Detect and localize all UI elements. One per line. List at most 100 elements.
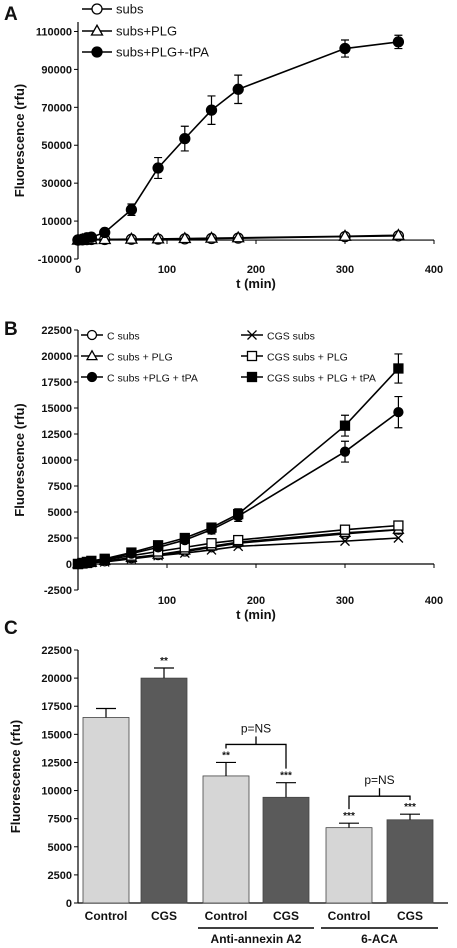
- y-tick-label: 20000: [41, 351, 72, 363]
- legend-label: subs+PLG: [116, 24, 177, 39]
- legend-label: subs: [116, 2, 144, 17]
- series-3: [71, 523, 405, 569]
- y-tick-label: 0: [66, 559, 72, 571]
- data-point: [179, 532, 190, 544]
- legend-marker: [91, 3, 103, 15]
- y-tick-label: 7500: [48, 814, 72, 826]
- legend-label: CGS subs + PLG + tPA: [267, 373, 376, 385]
- legend-label: C subs +PLG + tPA: [107, 373, 198, 385]
- legend-entry: subs: [82, 2, 144, 17]
- y-tick-label: 70000: [41, 102, 72, 114]
- significance-label: ***: [343, 811, 355, 822]
- bar: [386, 819, 434, 904]
- data-point: [124, 232, 139, 244]
- legend-marker: [85, 349, 99, 361]
- category-label: Control: [85, 909, 128, 923]
- comparison-bracket: [348, 795, 411, 810]
- legend-label: subs+PLG+-tPA: [116, 45, 209, 60]
- series-4: [72, 520, 404, 570]
- significance-label: ***: [280, 771, 292, 782]
- y-tick-label: 12500: [41, 757, 72, 769]
- legend-marker: [90, 23, 104, 36]
- x-tick-label: 0: [75, 264, 81, 276]
- y-tick-label: 10000: [41, 216, 72, 228]
- data-point: [339, 420, 351, 431]
- error-bar: [339, 822, 359, 828]
- category-label: CGS: [397, 909, 423, 923]
- comparison-bracket: [225, 743, 287, 769]
- data-point: [339, 42, 351, 55]
- x-tick-label: 200: [247, 264, 265, 276]
- legend-entry: CGS subs + PLG: [241, 350, 348, 364]
- y-tick-label: 20000: [41, 673, 72, 685]
- y-axis-label: Fluorescence (rfu): [12, 403, 27, 516]
- legend-marker: [246, 371, 258, 383]
- y-tick-label: 12500: [41, 429, 72, 441]
- bar: [325, 827, 373, 904]
- error-bar: [400, 813, 420, 820]
- y-tick-label: 2500: [48, 533, 72, 545]
- series-6: [72, 353, 404, 570]
- panel-c-letter: C: [4, 618, 18, 639]
- data-point: [392, 36, 405, 48]
- data-point: [178, 231, 192, 244]
- legend-entry: CGS subs + PLG + tPA: [241, 371, 376, 385]
- data-point: [338, 229, 352, 241]
- data-point: [339, 446, 351, 457]
- legend-marker: [91, 46, 103, 58]
- data-point: [340, 536, 350, 547]
- data-point: [393, 407, 404, 418]
- x-tick-label: 100: [158, 264, 176, 276]
- legend-entry: subs+PLG+-tPA: [82, 45, 209, 60]
- data-point: [152, 540, 164, 551]
- legend-label: C subs: [107, 331, 140, 343]
- data-point: [98, 232, 112, 245]
- x-axis-label: t (min): [236, 276, 276, 291]
- legend-entry: C subs + PLG: [81, 349, 173, 364]
- bar: [140, 677, 188, 904]
- bar: [82, 717, 130, 904]
- legend-label: C subs + PLG: [107, 352, 173, 364]
- error-bar: [154, 667, 174, 679]
- data-point: [125, 204, 138, 216]
- data-point: [391, 228, 406, 240]
- y-tick-label: 15000: [41, 729, 72, 741]
- data-point: [99, 226, 111, 239]
- data-point: [393, 533, 404, 543]
- data-point: [151, 231, 165, 244]
- legend-marker: [86, 371, 98, 383]
- error-bar: [276, 782, 296, 798]
- y-tick-label: -10000: [38, 254, 72, 266]
- data-point: [179, 132, 191, 145]
- y-tick-label: 50000: [41, 140, 72, 152]
- comparison-label: p=NS: [241, 721, 271, 735]
- category-label: CGS: [273, 909, 299, 923]
- data-point: [339, 524, 351, 535]
- data-point: [206, 522, 217, 533]
- y-tick-label: 2500: [48, 870, 72, 882]
- x-tick-label: 400: [425, 264, 443, 276]
- y-tick-label: 22500: [41, 645, 72, 657]
- series-2: [71, 228, 406, 245]
- significance-label: **: [222, 750, 230, 761]
- y-tick-label: 17500: [41, 377, 72, 389]
- series-line: [77, 367, 399, 565]
- y-tick-label: -2500: [44, 585, 72, 597]
- y-tick-label: 10000: [41, 455, 72, 467]
- x-tick-label: 200: [247, 595, 265, 607]
- data-point: [232, 83, 244, 95]
- x-tick-label: 100: [158, 595, 176, 607]
- significance-label: ***: [404, 802, 416, 813]
- x-tick-label: 300: [336, 595, 354, 607]
- y-tick-label: 5000: [48, 507, 72, 519]
- y-tick-label: 0: [66, 898, 72, 910]
- y-tick-label: 17500: [41, 701, 72, 713]
- category-label: Control: [328, 909, 371, 923]
- x-tick-label: 300: [336, 264, 354, 276]
- data-point: [393, 520, 404, 531]
- legend-label: CGS subs: [267, 331, 315, 343]
- data-point: [393, 363, 404, 374]
- data-point: [204, 231, 219, 243]
- error-bar: [216, 761, 236, 776]
